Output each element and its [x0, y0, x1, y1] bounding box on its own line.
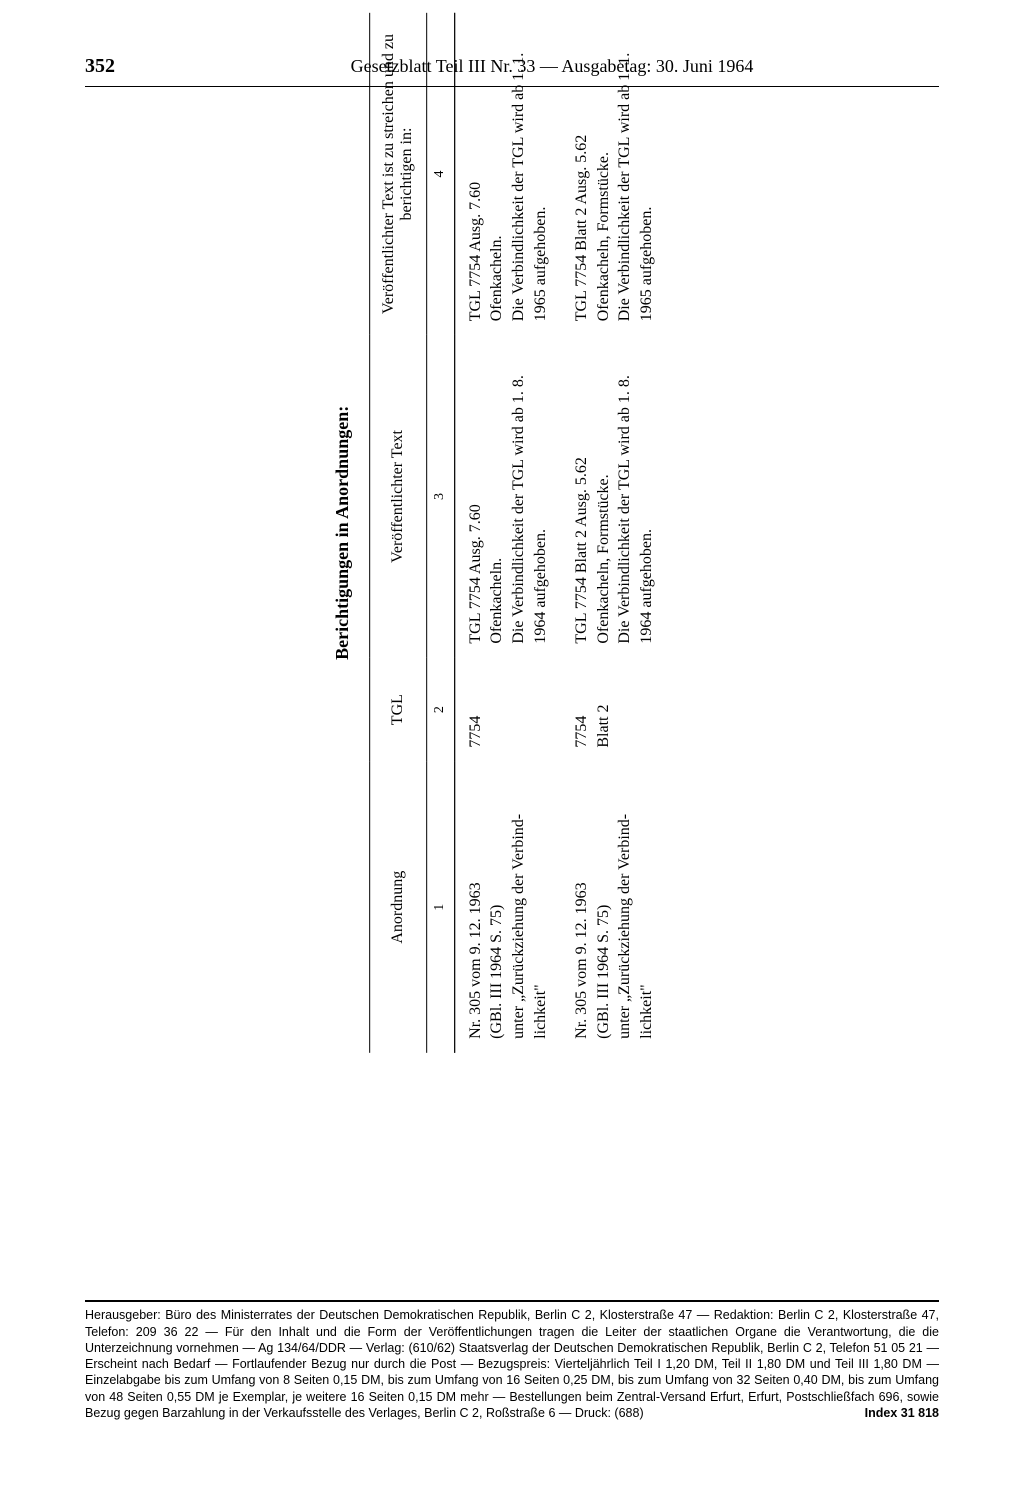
col-header-3: Veröffentlichter Text [370, 335, 427, 657]
page-number: 352 [85, 55, 165, 78]
imprint-body: Herausgeber: Büro des Ministerrates der … [85, 1308, 939, 1420]
section-title: Berichtigungen in Anordnungen: [332, 13, 353, 1053]
col-num-3: 3 [427, 335, 455, 657]
cell-text4: TGL 7754 Ausg. 7.60Ofenkacheln.Die Verbi… [455, 13, 562, 335]
col-header-2: TGL [370, 658, 427, 762]
col-header-1: Anordnung [370, 762, 427, 1053]
table-row: Nr. 305 vom 9. 12. 1963(GBl. III 1964 S.… [455, 13, 562, 1053]
cell-anordnung: Nr. 305 vom 9. 12. 1963(GBl. III 1964 S.… [455, 762, 562, 1053]
cell-text3: TGL 7754 Blatt 2 Ausg. 5.62Ofenkacheln, … [561, 335, 667, 657]
imprint-section: Herausgeber: Büro des Ministerrates der … [85, 1300, 939, 1421]
imprint-rule [85, 1300, 939, 1302]
cell-text3: TGL 7754 Ausg. 7.60Ofenkacheln.Die Verbi… [455, 335, 562, 657]
col-header-4: Veröffentlichter Text ist zu streichen u… [370, 13, 427, 335]
cell-text4: TGL 7754 Blatt 2 Ausg. 5.62Ofenkacheln, … [561, 13, 667, 335]
col-num-2: 2 [427, 658, 455, 762]
corrections-table: Anordnung TGL Veröffentlichter Text Verö… [369, 13, 668, 1053]
cell-tgl: 7754Blatt 2 [561, 658, 667, 762]
table-header-row: Anordnung TGL Veröffentlichter Text Verö… [370, 13, 427, 1053]
table-row: Nr. 305 vom 9. 12. 1963(GBl. III 1964 S.… [561, 13, 667, 1053]
column-number-row: 1 2 3 4 [427, 13, 455, 1053]
cell-anordnung: Nr. 305 vom 9. 12. 1963(GBl. III 1964 S.… [561, 762, 667, 1053]
col-num-4: 4 [427, 13, 455, 335]
imprint-text: Herausgeber: Büro des Ministerrates der … [85, 1307, 939, 1421]
imprint-index: Index 31 818 [865, 1405, 939, 1421]
rotated-table-block: Berichtigungen in Anordnungen: Anordnung… [332, 13, 668, 1053]
col-num-1: 1 [427, 762, 455, 1053]
cell-tgl: 7754 [455, 658, 562, 762]
